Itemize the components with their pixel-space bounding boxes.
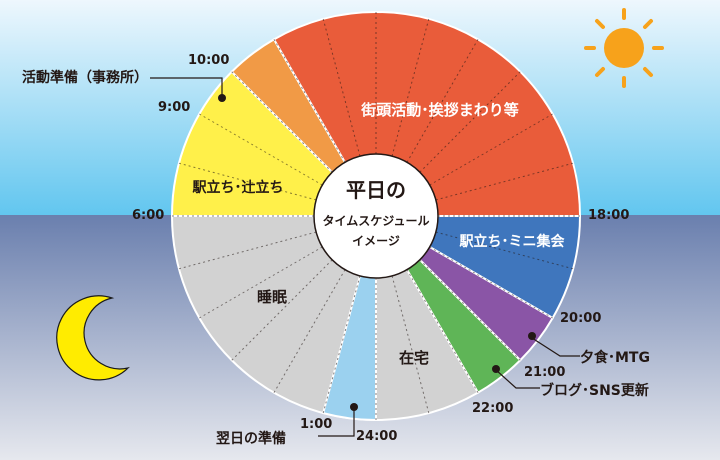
label-dinner-mtg: 夕食･MTG — [580, 349, 650, 366]
hour-line-13 — [391, 18, 430, 157]
time-label-6: 6:00 — [132, 208, 164, 223]
leader-lines — [150, 77, 580, 437]
time-label-18: 18:00 — [588, 208, 629, 223]
sun-icon — [584, 8, 664, 88]
hour-line-4 — [199, 246, 323, 319]
hour-line-21 — [419, 259, 521, 361]
time-label-9: 9:00 — [158, 100, 190, 115]
time-label-22: 22:00 — [472, 401, 513, 416]
leader-dots — [218, 94, 536, 411]
hour-line-15 — [419, 71, 521, 173]
hour-line-14 — [406, 39, 479, 163]
center-subtitle-line2: イメージ — [352, 234, 400, 248]
center-title: 平日の — [346, 178, 406, 202]
hour-line-9 — [231, 71, 333, 173]
time-label-10: 10:00 — [188, 53, 229, 68]
hour-line-17 — [435, 162, 574, 201]
center-circle — [313, 153, 439, 279]
hour-line-5 — [178, 231, 317, 270]
leader-next-day-prep — [318, 408, 355, 437]
label-home: 在宅 — [399, 349, 429, 367]
hour-line-10 — [273, 39, 346, 163]
hour-line-7 — [178, 162, 317, 201]
time-label-24: 24:00 — [356, 429, 397, 444]
label-next-day-prep: 翌日の準備 — [216, 430, 286, 447]
label-office-prep: 活動準備（事務所） — [22, 69, 148, 86]
hour-line-1 — [322, 275, 361, 414]
time-label-21: 21:00 — [524, 365, 565, 380]
hour-divider-lines — [172, 12, 580, 420]
label-station-morning: 駅立ち･辻立ち — [193, 179, 284, 196]
leader-office-prep — [150, 77, 223, 96]
hour-line-2 — [273, 269, 346, 393]
hour-line-8 — [199, 113, 323, 186]
label-street-activity: 街頭活動･挨拶まわり等 — [360, 101, 519, 119]
hour-line-20 — [429, 246, 553, 319]
hour-line-11 — [322, 18, 361, 157]
hour-line-3 — [231, 259, 333, 361]
time-label-1: 1:00 — [300, 417, 332, 432]
hour-line-22 — [406, 269, 479, 393]
label-sleep: 睡眠 — [257, 288, 287, 306]
hour-line-16 — [429, 113, 553, 186]
center-subtitle-line1: タイムスケジュール — [323, 214, 430, 228]
hour-line-19 — [435, 231, 574, 270]
label-blog-sns: ブログ･SNS更新 — [540, 382, 649, 399]
label-station-evening: 駅立ち･ミニ集会 — [460, 233, 566, 250]
moon-icon — [56, 295, 130, 381]
leader-dinner-mtg — [531, 337, 580, 357]
leader-blog-sns — [495, 369, 540, 389]
time-label-20: 20:00 — [560, 311, 601, 326]
hour-line-23 — [391, 275, 430, 414]
